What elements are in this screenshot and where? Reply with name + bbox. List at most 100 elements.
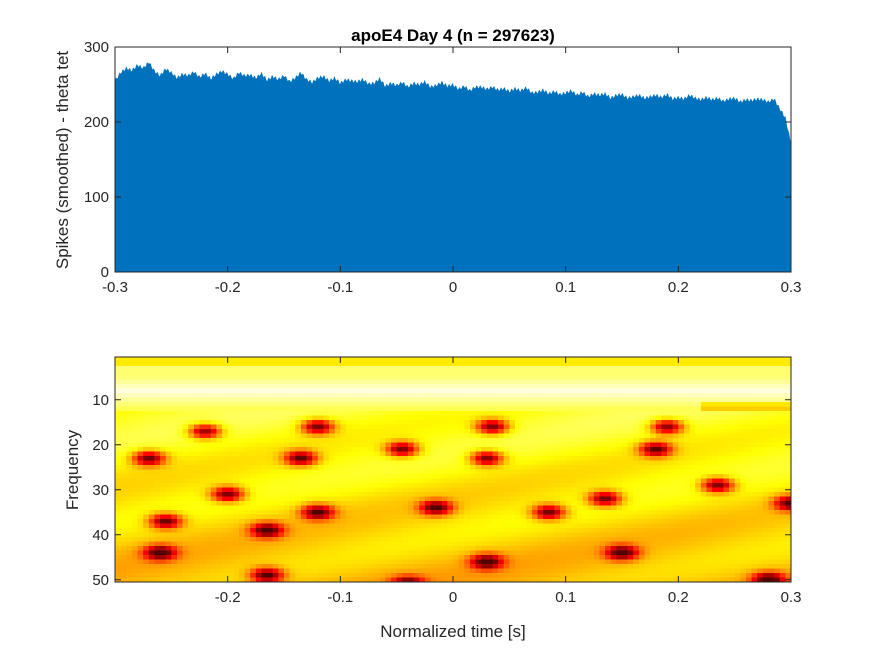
heatmap-cell (137, 532, 144, 538)
heatmap-cell (458, 505, 465, 511)
heatmap-cell (154, 469, 161, 475)
heatmap-cell (278, 514, 285, 520)
heatmap-cell (689, 357, 696, 363)
heatmap-cell (317, 406, 325, 412)
heatmap-cell (295, 505, 302, 511)
heatmap-cell (413, 438, 420, 444)
heatmap-cell (588, 393, 595, 399)
heatmap-cell (785, 465, 791, 471)
heatmap-cell (655, 487, 663, 493)
heatmap-cell (210, 465, 217, 471)
heatmap-cell (644, 523, 651, 529)
heatmap-cell (486, 411, 494, 417)
heatmap-cell (334, 379, 341, 385)
heatmap-cell (210, 510, 217, 516)
heatmap-cell (537, 510, 544, 516)
heatmap-cell (605, 397, 612, 403)
heatmap-cell (402, 393, 409, 399)
heatmap-cell (227, 357, 234, 363)
heatmap-cell (695, 370, 702, 376)
heatmap-cell (272, 451, 279, 457)
heatmap-cell (706, 375, 713, 381)
heatmap-cell (391, 433, 398, 439)
heatmap-cell (182, 415, 189, 421)
heatmap-cell (424, 483, 432, 489)
heatmap-cell (740, 456, 747, 462)
heatmap-cell (622, 465, 629, 471)
heatmap-cell (306, 519, 313, 525)
heatmap-cell (729, 370, 736, 376)
heatmap-cell (464, 528, 471, 534)
heatmap-cell (655, 384, 663, 390)
heatmap-cell (458, 465, 465, 471)
heatmap-cell (740, 505, 747, 511)
heatmap-cell (599, 474, 606, 480)
heatmap-cell (345, 487, 353, 493)
heatmap-cell (154, 537, 161, 543)
heatmap-cell (255, 514, 263, 520)
heatmap-cell (357, 492, 364, 498)
heatmap-cell (261, 393, 268, 399)
heatmap-cell (627, 388, 634, 394)
heatmap-cell (430, 429, 437, 435)
heatmap-cell (391, 460, 398, 466)
heatmap-cell (689, 478, 696, 484)
heatmap-cell (464, 397, 471, 403)
heatmap-cell (655, 420, 663, 426)
heatmap-cell (779, 537, 786, 543)
heatmap-cell (165, 474, 172, 480)
heatmap-cell (312, 442, 319, 448)
heatmap-cell (757, 537, 764, 543)
heatmap-cell (622, 532, 629, 538)
heatmap-cell (655, 438, 663, 444)
heatmap-cell (610, 384, 617, 390)
heatmap-cell (481, 469, 488, 475)
heatmap-cell (199, 528, 206, 534)
heatmap-cell (486, 456, 494, 462)
heatmap-cell (250, 474, 257, 480)
heatmap-cell (154, 510, 161, 516)
heatmap-cell (182, 474, 189, 480)
heatmap-cell (340, 424, 347, 430)
heatmap-cell (560, 370, 567, 376)
heatmap-cell (244, 379, 251, 385)
heatmap-cell (171, 514, 178, 520)
heatmap-cell (729, 442, 736, 448)
heatmap-cell (188, 433, 195, 439)
heatmap-cell (729, 420, 736, 426)
heatmap-cell (638, 460, 646, 466)
heatmap-cell (785, 528, 791, 534)
heatmap-cell (464, 532, 471, 538)
heatmap-cell (717, 366, 724, 372)
heatmap-cell (137, 456, 144, 462)
heatmap-cell (599, 429, 606, 435)
heatmap-cell (233, 384, 240, 390)
heatmap-cell (250, 456, 257, 462)
heatmap-cell (222, 541, 229, 547)
heatmap-cell (424, 478, 432, 484)
heatmap-cell (543, 424, 550, 430)
heatmap-cell (458, 451, 465, 457)
heatmap-cell (605, 510, 612, 516)
heatmap-cell (160, 456, 167, 462)
heatmap-cell (605, 469, 612, 475)
heatmap-cell (430, 420, 437, 426)
heatmap-cell (453, 510, 460, 516)
heatmap-cell (171, 388, 178, 394)
heatmap-cell (143, 420, 150, 426)
heatmap-cell (464, 375, 471, 381)
heatmap-cell (638, 424, 646, 430)
heatmap-cell (126, 438, 133, 444)
heatmap-cell (514, 523, 522, 529)
heatmap-cell (345, 514, 353, 520)
heatmap-cell (272, 375, 279, 381)
heatmap-cell (368, 469, 375, 475)
heatmap-cell (627, 411, 634, 417)
heatmap-cell (188, 415, 195, 421)
heatmap-cell (785, 424, 791, 430)
heatmap-cell (374, 375, 381, 381)
heatmap-cell (453, 406, 460, 412)
heatmap-cell (717, 361, 724, 367)
heatmap-cell (481, 483, 488, 489)
heatmap-cell (785, 483, 791, 489)
